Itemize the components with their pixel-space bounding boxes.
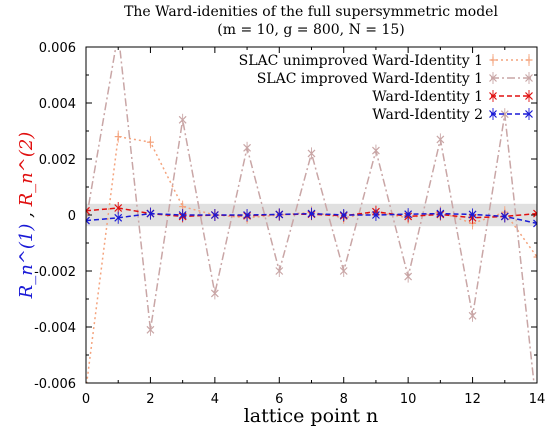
series-layer bbox=[86, 27, 537, 383]
x-tick-label: 6 bbox=[275, 392, 283, 407]
y-tick-label: 0.002 bbox=[39, 153, 76, 168]
series-2-point bbox=[307, 147, 316, 160]
y-axis-label-separator: , bbox=[16, 212, 37, 218]
series-2 bbox=[86, 27, 535, 383]
series-4-point bbox=[307, 207, 316, 220]
series-1-point bbox=[146, 136, 154, 149]
series-4-point bbox=[500, 210, 509, 223]
y-axis-label: R_n^(1) , R_n^(2) bbox=[16, 132, 37, 300]
legend-marker bbox=[525, 72, 533, 84]
x-tick-label: 14 bbox=[529, 392, 545, 407]
series-1 bbox=[86, 130, 537, 383]
series-3-point bbox=[86, 204, 90, 217]
y-tick-label: 0.006 bbox=[39, 41, 76, 56]
legend-marker bbox=[489, 72, 497, 84]
legend-marker bbox=[489, 108, 497, 120]
series-2-point bbox=[436, 133, 445, 146]
y-axis-label-part-1: R_n^(1) bbox=[16, 224, 37, 300]
legend-label: SLAC unimproved Ward-Identity 1 bbox=[239, 53, 483, 69]
y-tick-label: 0 bbox=[68, 209, 76, 224]
series-4-point bbox=[146, 207, 155, 220]
series-4-point bbox=[243, 209, 251, 221]
chart-title: The Ward-idenities of the full supersymm… bbox=[124, 4, 498, 20]
series-2-point bbox=[339, 265, 348, 277]
series-2-point bbox=[372, 144, 380, 157]
chart-subtitle: (m = 10, g = 800, N = 15) bbox=[217, 22, 404, 38]
series-2-point bbox=[115, 27, 122, 39]
y-tick-label: -0.004 bbox=[34, 321, 76, 336]
series-1-point bbox=[533, 251, 537, 263]
x-tick-label: 4 bbox=[211, 392, 219, 407]
series-4-point bbox=[178, 209, 187, 221]
tick-labels: 0 2 4 6 8 10 12 14 -0.006 -0.004 -0.002 0 0.002 0.004… bbox=[34, 41, 545, 407]
series-4-point bbox=[436, 207, 445, 220]
x-tick-label: 12 bbox=[464, 392, 481, 407]
legend-label: Ward-Identity 1 bbox=[372, 89, 483, 105]
series-1-point bbox=[114, 130, 122, 143]
series-4-point bbox=[533, 217, 537, 230]
series-3-point bbox=[533, 207, 537, 220]
series-4-point bbox=[210, 209, 219, 221]
series-4 bbox=[86, 207, 537, 230]
y-axis-label-part-2: R_n^(2) bbox=[16, 132, 37, 208]
x-tick-label: 2 bbox=[146, 392, 154, 407]
x-tick-label: 10 bbox=[400, 392, 417, 407]
legend-label: Ward-Identity 2 bbox=[372, 107, 483, 123]
series-4-point bbox=[114, 211, 123, 224]
legend-marker bbox=[489, 90, 497, 102]
series-2-point bbox=[210, 287, 219, 300]
series-2-point bbox=[500, 108, 509, 121]
series-2-point bbox=[404, 270, 413, 283]
series-2-point bbox=[146, 323, 155, 336]
series-4-point bbox=[86, 214, 90, 227]
series-2-point bbox=[468, 309, 477, 322]
x-axis-label: lattice point n bbox=[244, 405, 379, 427]
y-tick-label: -0.002 bbox=[34, 265, 76, 280]
series-2-point bbox=[243, 141, 251, 154]
series-4-point bbox=[404, 208, 413, 221]
series-1-line bbox=[86, 135, 537, 383]
legend-label: SLAC improved Ward-Identity 1 bbox=[257, 71, 483, 87]
series-4-point bbox=[275, 208, 284, 221]
y-tick-label: -0.006 bbox=[34, 377, 76, 392]
x-tick-label: 8 bbox=[340, 392, 348, 407]
legend-marker bbox=[525, 90, 533, 102]
legend: SLAC unimproved Ward-Identity 1 SLAC impr… bbox=[239, 53, 533, 123]
series-2-point bbox=[178, 113, 187, 126]
series-4-point bbox=[468, 208, 477, 221]
series-4-point bbox=[339, 209, 348, 221]
legend-marker bbox=[489, 54, 497, 66]
plot-frame bbox=[85, 46, 538, 384]
y-tick-label: 0.004 bbox=[39, 97, 76, 112]
legend-marker bbox=[525, 108, 533, 120]
series-4-point bbox=[372, 209, 380, 221]
series-2-point bbox=[275, 265, 284, 277]
x-tick-label: 0 bbox=[82, 392, 90, 407]
legend-marker bbox=[525, 54, 533, 66]
